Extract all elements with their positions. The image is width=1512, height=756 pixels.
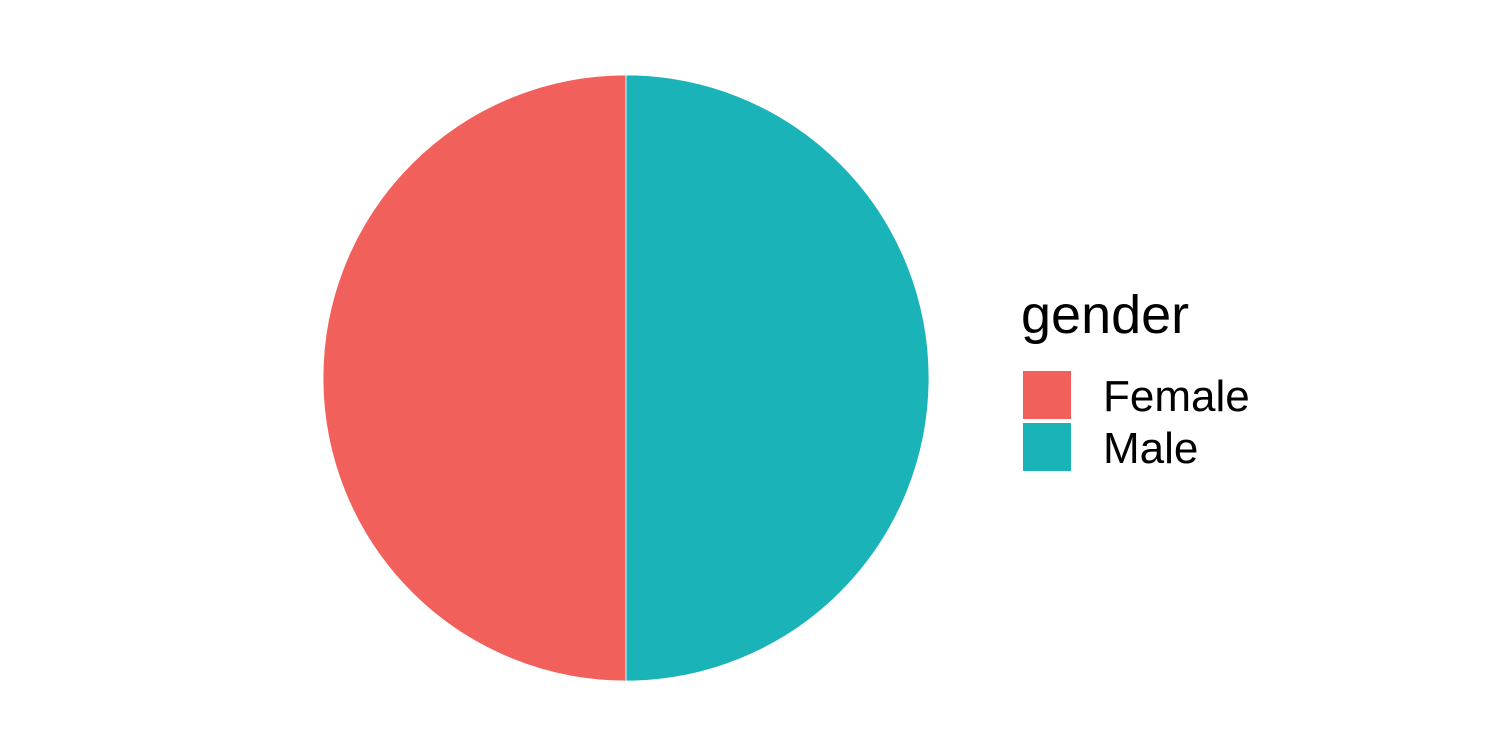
legend-title: gender <box>1021 285 1189 345</box>
pie-slice-male <box>625 74 930 682</box>
pie-slices <box>322 74 930 682</box>
legend-label-male: Male <box>1103 424 1198 473</box>
legend-swatch-female <box>1023 371 1071 419</box>
legend-swatch-male <box>1023 423 1071 471</box>
pie-slice-female <box>322 74 627 682</box>
legend-label-female: Female <box>1103 372 1250 421</box>
